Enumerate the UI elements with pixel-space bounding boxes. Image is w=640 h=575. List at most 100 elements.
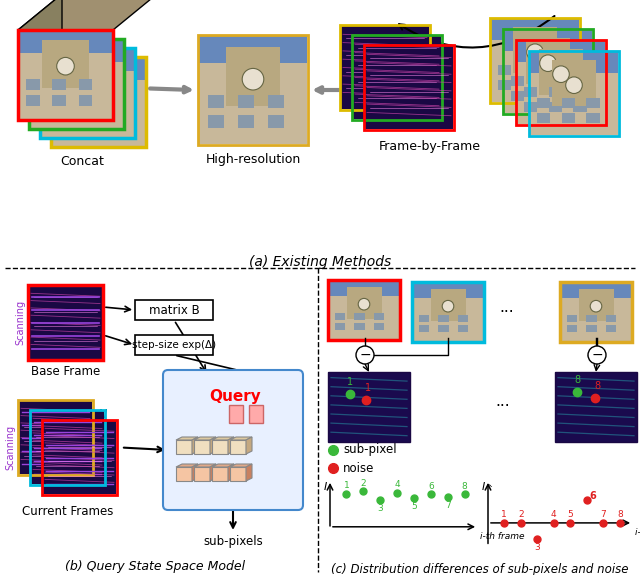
Bar xyxy=(491,19,579,44)
Text: Concat: Concat xyxy=(60,155,104,168)
Bar xyxy=(523,79,536,90)
Bar xyxy=(438,315,449,322)
Bar xyxy=(52,79,67,90)
Text: 1: 1 xyxy=(98,463,106,477)
Polygon shape xyxy=(210,464,216,481)
Bar xyxy=(76,67,122,115)
Bar xyxy=(552,60,596,106)
Bar xyxy=(346,287,381,319)
Bar xyxy=(86,122,99,133)
Circle shape xyxy=(79,75,96,93)
Polygon shape xyxy=(210,437,216,454)
Bar xyxy=(548,87,562,97)
Text: (c) Distribution differences of sub-pixels and noise: (c) Distribution differences of sub-pixe… xyxy=(332,563,628,575)
Circle shape xyxy=(566,77,582,94)
Bar xyxy=(19,401,92,474)
Polygon shape xyxy=(194,467,210,481)
Bar xyxy=(573,102,586,112)
Text: 2: 2 xyxy=(360,479,366,488)
Bar xyxy=(352,35,442,120)
Text: −: − xyxy=(591,348,603,362)
Bar xyxy=(341,26,429,109)
Bar xyxy=(19,31,112,58)
Polygon shape xyxy=(230,464,252,467)
Bar xyxy=(561,297,631,341)
Bar xyxy=(374,313,384,320)
Text: I: I xyxy=(481,482,484,492)
Bar xyxy=(249,405,263,423)
Bar xyxy=(37,89,51,99)
Bar xyxy=(51,57,146,147)
Bar xyxy=(562,98,575,108)
Polygon shape xyxy=(212,440,228,454)
Text: 7: 7 xyxy=(600,511,606,519)
Bar xyxy=(40,48,135,138)
Bar xyxy=(560,282,632,342)
Polygon shape xyxy=(230,437,252,440)
Bar xyxy=(198,35,308,145)
Text: i-th frame: i-th frame xyxy=(480,532,525,541)
Text: Frame-by-Frame: Frame-by-Frame xyxy=(379,140,481,153)
Bar xyxy=(41,71,134,137)
Text: Query: Query xyxy=(209,389,261,404)
Text: ···: ··· xyxy=(496,400,510,415)
Bar xyxy=(268,95,284,108)
Bar xyxy=(458,325,468,332)
Bar xyxy=(511,76,524,86)
Bar xyxy=(268,115,284,128)
Bar xyxy=(504,30,592,55)
Polygon shape xyxy=(194,437,216,440)
Bar xyxy=(49,113,62,124)
Text: (a) Existing Methods: (a) Existing Methods xyxy=(249,255,391,269)
Circle shape xyxy=(57,58,74,75)
Bar xyxy=(490,18,580,103)
Polygon shape xyxy=(176,437,198,440)
Bar xyxy=(566,315,577,322)
Bar xyxy=(328,280,400,340)
Bar xyxy=(79,95,92,106)
Polygon shape xyxy=(228,437,234,454)
Bar xyxy=(207,95,224,108)
Text: 8: 8 xyxy=(574,375,580,385)
Polygon shape xyxy=(212,464,234,467)
Bar xyxy=(135,335,213,355)
Text: −: − xyxy=(359,348,371,362)
Bar xyxy=(29,39,124,129)
Circle shape xyxy=(242,68,264,90)
Bar xyxy=(548,102,562,112)
Bar xyxy=(586,325,596,332)
Bar xyxy=(53,49,100,97)
Bar xyxy=(42,40,89,88)
Text: 5: 5 xyxy=(411,501,417,511)
Bar xyxy=(74,97,88,108)
Bar xyxy=(586,315,596,322)
Bar xyxy=(226,47,280,106)
Bar xyxy=(111,106,125,117)
Bar xyxy=(238,95,254,108)
Bar xyxy=(536,91,549,101)
Bar xyxy=(419,315,429,322)
Bar xyxy=(328,372,410,442)
Bar xyxy=(90,89,104,99)
Polygon shape xyxy=(176,440,192,454)
Text: 6: 6 xyxy=(428,482,434,491)
Text: noise: noise xyxy=(343,462,374,474)
Bar xyxy=(561,91,573,101)
Text: ^: ^ xyxy=(486,484,493,493)
Text: Scanning: Scanning xyxy=(5,425,15,470)
Polygon shape xyxy=(194,440,210,454)
Bar xyxy=(29,286,102,359)
Text: 1: 1 xyxy=(347,377,353,387)
Bar xyxy=(555,372,637,442)
Bar xyxy=(517,41,605,66)
Text: 1: 1 xyxy=(344,481,349,490)
Polygon shape xyxy=(194,464,216,467)
Bar xyxy=(30,62,123,128)
Bar xyxy=(491,40,579,102)
Bar xyxy=(511,91,524,101)
Bar xyxy=(555,372,637,442)
Bar xyxy=(52,58,145,85)
Bar xyxy=(26,79,40,90)
Bar xyxy=(26,95,40,106)
Text: 3: 3 xyxy=(534,543,540,552)
